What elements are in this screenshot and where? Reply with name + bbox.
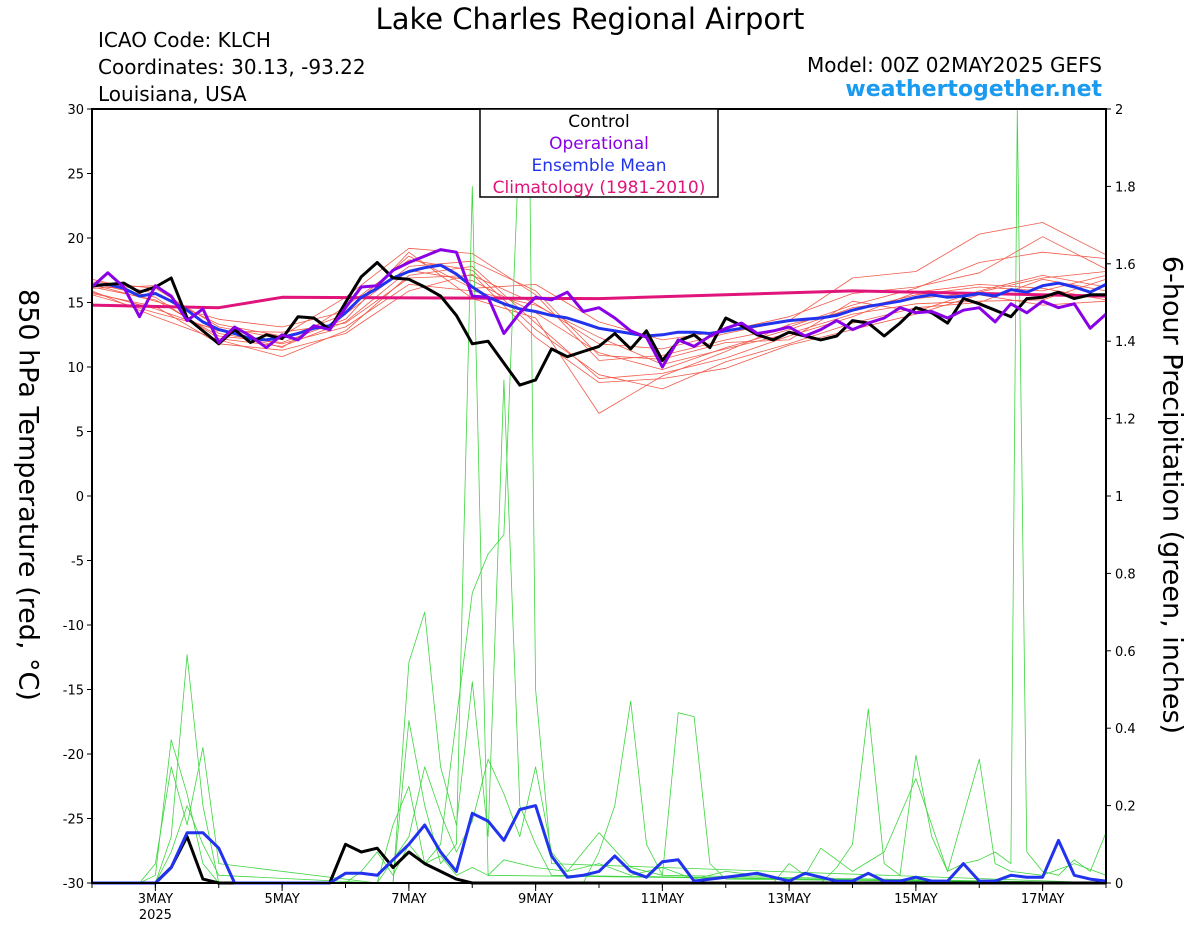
y-right-tick-label: 1.4 [1115, 335, 1136, 350]
y-left-tick-label: -5 [71, 555, 84, 570]
legend-item: Control [568, 112, 629, 132]
legend-item: Climatology (1981-2010) [493, 178, 706, 198]
y-left-tick-label: -15 [63, 684, 84, 699]
member-temp-line [91, 273, 1107, 383]
y-right-tick-label: 1.2 [1115, 413, 1136, 428]
y-left-tick-label: -20 [63, 748, 84, 763]
control-temp-line [91, 261, 1106, 387]
x-tick-label: 3MAY [138, 892, 173, 907]
y-left-tick-label: 15 [67, 297, 84, 312]
y-right-tick-label: 0 [1115, 877, 1123, 892]
y-right-tick-label: 0.6 [1115, 645, 1136, 660]
member-precip-line [92, 127, 1107, 884]
x-tick-label: 7MAY [391, 892, 426, 907]
member-temp-line [91, 259, 1107, 390]
y-left-tick-label: -10 [63, 619, 84, 634]
member-precip-line [92, 700, 1107, 884]
chart-title: Lake Charles Regional Airport [375, 2, 805, 36]
y-left-tick-label: 5 [76, 426, 84, 441]
legend-item: Operational [549, 134, 649, 154]
member-precip-line [92, 185, 1107, 884]
legend-box [479, 108, 719, 198]
member-temp-line [91, 265, 1107, 380]
member-temp-line [91, 236, 1107, 341]
legend-item: Ensemble Mean [531, 156, 666, 176]
member-temp-line [91, 222, 1107, 350]
member-precip-line [92, 758, 1107, 884]
y-left-tick-label: 30 [67, 103, 84, 118]
member-precipitation-lines [92, 108, 1107, 884]
x-tick-label: 5MAY [264, 892, 299, 907]
member-temp-line [91, 260, 1107, 360]
y-left-tick-label: 10 [67, 361, 84, 376]
y-right-tick-label: 0.2 [1115, 800, 1136, 815]
y-right-tick-label: 1 [1115, 490, 1123, 505]
location: Louisiana, USA [98, 82, 247, 106]
coordinates: Coordinates: 30.13, -93.22 [98, 55, 366, 79]
y-left-tick-label: 25 [67, 168, 84, 183]
y-left-tick-label: 20 [67, 232, 84, 247]
member-precip-line [92, 843, 1107, 884]
member-temp-line [91, 269, 1107, 371]
highlight-lines [90, 248, 1108, 885]
y-right-tick-label: 1.8 [1115, 180, 1136, 195]
member-precip-line [92, 108, 1107, 884]
model-run: Model: 00Z 02MAY2025 GEFS [807, 53, 1102, 77]
member-precip-line [92, 758, 1107, 884]
member-temperature-lines [91, 222, 1107, 414]
y-left-tick-label: -30 [63, 877, 84, 892]
ensemble-mean-precip-line [92, 804, 1107, 885]
axes: 302520151050-5-10-15-20-25-3021.81.61.41… [63, 103, 1136, 923]
ensemble-mean-temp-line [91, 263, 1107, 342]
member-precip-line [92, 379, 1107, 884]
y-right-tick-label: 1.6 [1115, 258, 1136, 273]
y-right-tick-label: 2 [1115, 103, 1123, 118]
x-tick-label: 15MAY [894, 892, 938, 907]
y-left-tick-label: 0 [76, 490, 84, 505]
operational-temp-line [90, 248, 1108, 369]
x-tick-label: 17MAY [1021, 892, 1065, 907]
x-tick-label: 9MAY [518, 892, 553, 907]
x-tick-label: 11MAY [641, 892, 685, 907]
y-right-tick-label: 0.4 [1115, 722, 1136, 737]
x-tick-year: 2025 [139, 908, 172, 923]
y-right-tick-label: 0.8 [1115, 567, 1136, 582]
website-link[interactable]: weathertogether.net [845, 77, 1102, 102]
x-tick-label: 13MAY [767, 892, 811, 907]
y-left-tick-label: -25 [63, 813, 84, 828]
icao-code: ICAO Code: KLCH [98, 28, 271, 52]
plot-frame [91, 108, 1107, 884]
